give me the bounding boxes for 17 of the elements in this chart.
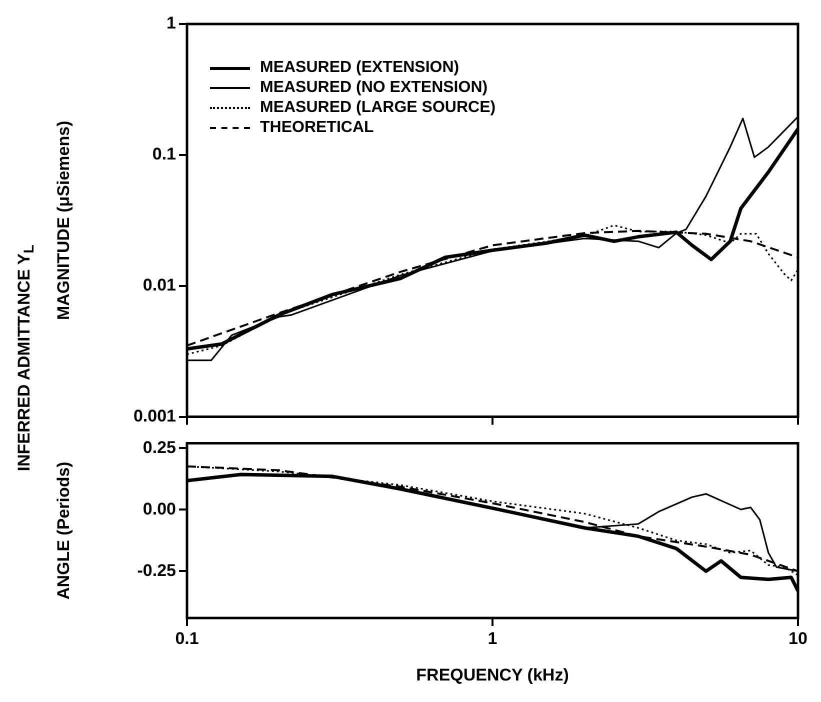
- x-tick-label: 1: [488, 628, 498, 648]
- y-axis-title: ANGLE (Periods): [54, 462, 73, 600]
- x-tick-label: 0.1: [175, 628, 199, 648]
- legend-label: MEASURED (NO EXTENSION): [260, 78, 488, 98]
- y-tick-label: 1: [166, 14, 176, 33]
- x-tick-label: 10: [788, 628, 808, 648]
- y-tick-label: 0.1: [152, 144, 176, 164]
- legend-label: MEASURED (EXTENSION): [260, 58, 460, 78]
- y-tick-label: -0.25: [137, 560, 176, 580]
- y-tick-label: 0.01: [142, 276, 176, 295]
- x-axis-title: FREQUENCY (kHz): [416, 665, 569, 684]
- y-tick-label: 0.001: [133, 406, 176, 426]
- y-axis-title: MAGNITUDE (μSiemens): [54, 120, 73, 320]
- legend-label: THEORETICAL: [260, 118, 374, 138]
- y-tick-label: 0.25: [142, 438, 176, 457]
- legend-label: MEASURED (LARGE SOURCE): [260, 98, 496, 118]
- y-tick-label: 0.00: [142, 499, 176, 518]
